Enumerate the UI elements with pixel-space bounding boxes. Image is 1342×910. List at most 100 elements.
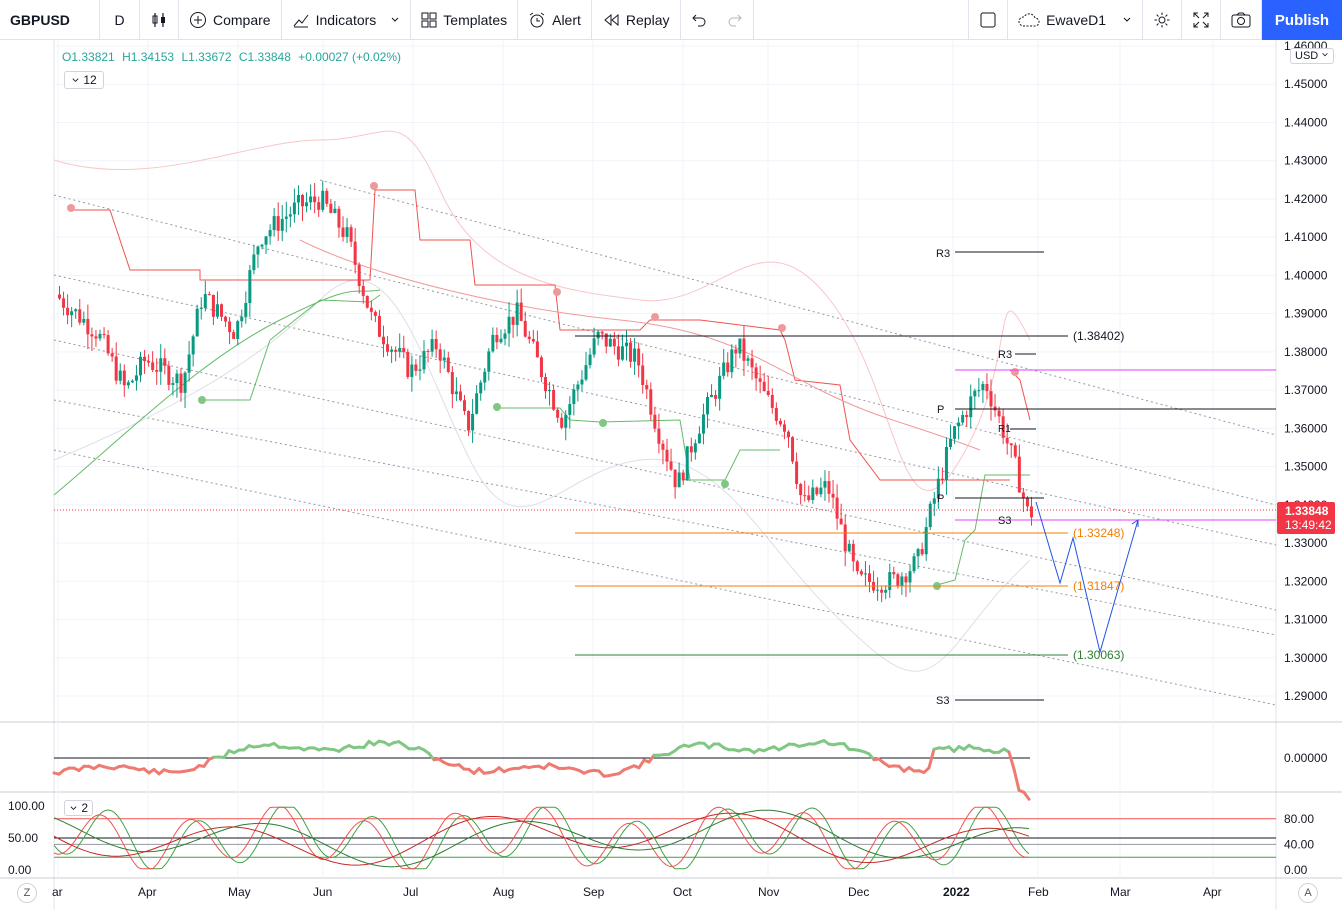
osc1-segment (637, 758, 646, 770)
stop-marker-dot (721, 480, 729, 488)
candle-body (539, 357, 543, 378)
gear-icon (1154, 12, 1170, 28)
zoom-toggle-button[interactable]: Z (17, 883, 37, 903)
chart-area[interactable]: 1.46000 1.45000 1.44000 1.43000 1.42000 1.410… (0, 40, 1342, 910)
candle-body (584, 365, 588, 380)
candle-body (556, 409, 560, 418)
time-tick-label: Dec (848, 885, 869, 899)
candle-body (179, 373, 183, 393)
candle-body (94, 336, 98, 339)
candles-group (58, 180, 1033, 603)
candle-body (58, 294, 61, 299)
publish-button[interactable]: Publish (1262, 0, 1342, 40)
price-tick-label: 1.45000 (1284, 77, 1328, 91)
candle-body (341, 227, 345, 237)
projection-path (1035, 501, 1139, 654)
candle-body (863, 573, 867, 575)
candle-body (1001, 416, 1005, 438)
layout-name-button[interactable]: EwaveD1 (1008, 0, 1143, 40)
time-tick-label: Oct (673, 885, 692, 899)
candle-body (912, 556, 916, 572)
candle-body (386, 344, 390, 352)
settings-button[interactable] (1143, 0, 1182, 40)
candle-body (738, 338, 742, 354)
candle-body (329, 203, 333, 213)
candle-body (305, 202, 309, 207)
top-toolbar: GBPUSD D Compare Indicators Templates Al… (0, 0, 1342, 40)
candle-body (495, 334, 499, 343)
interval-button[interactable]: D (100, 0, 140, 40)
trail-line-green-3 (936, 474, 1030, 586)
candle-body (949, 438, 952, 447)
templates-button[interactable]: Templates (411, 0, 519, 40)
legend-open: O1.33821 (62, 50, 115, 64)
replay-button[interactable]: Replay (592, 0, 681, 40)
last-price-tag (1277, 502, 1335, 534)
candle-body (900, 576, 904, 586)
fullscreen-button[interactable] (1182, 0, 1221, 40)
auto-scale-button[interactable]: A (1298, 883, 1318, 903)
candle-body (681, 472, 685, 481)
candle-body (665, 449, 669, 462)
time-tick-label: Sep (583, 885, 605, 899)
candle-body (256, 246, 260, 255)
candle-body (118, 370, 122, 381)
stop-line-red (70, 189, 1010, 481)
currency-select[interactable]: USD (1290, 48, 1335, 64)
compare-label: Compare (213, 11, 271, 28)
price-tick-label: 1.33000 (1284, 536, 1328, 550)
candle-body (220, 304, 223, 317)
candle-body (847, 543, 851, 552)
chevron-down-icon (1123, 17, 1131, 22)
redo-button[interactable] (717, 0, 754, 40)
candle-body (503, 333, 507, 339)
candle-body (973, 390, 977, 397)
undo-button[interactable] (681, 0, 717, 40)
candle-body (669, 461, 673, 470)
indicators-collapse-toggle[interactable]: 12 (64, 71, 104, 89)
candle-body (685, 446, 689, 481)
candle-body (345, 227, 349, 237)
candle-body (102, 333, 106, 336)
indicators-icon (293, 14, 308, 27)
time-tick-label: Apr (138, 885, 157, 899)
osc-collapse-toggle[interactable]: 2 (64, 800, 94, 816)
candle-body (791, 437, 795, 462)
candle-body (823, 481, 827, 488)
candle-body (661, 443, 665, 450)
indicators-label: Indicators (315, 11, 377, 28)
templates-label: Templates (443, 11, 508, 28)
price-tick-label: 1.39000 (1284, 307, 1328, 321)
candle-body (90, 334, 94, 337)
candle-body (726, 362, 730, 373)
chevron-down-icon (1322, 53, 1328, 57)
cloud-icon (1018, 13, 1040, 27)
snapshot-button[interactable] (1221, 0, 1262, 40)
indicators-button[interactable]: Indicators (282, 0, 412, 40)
candle-body (260, 244, 264, 247)
candle-body (280, 218, 284, 231)
candle-body (519, 302, 523, 321)
candle-body (187, 354, 191, 373)
osc-count: 2 (81, 801, 89, 815)
candle-body (580, 379, 584, 385)
layout-select-button[interactable] (968, 0, 1009, 40)
toolbar-right: EwaveD1 (968, 0, 1262, 40)
candle-body (106, 335, 110, 354)
osc2-fast-k-line (53, 806, 1030, 870)
indicators-count: 12 (83, 73, 97, 87)
candle-body (908, 571, 912, 583)
candle-body (827, 481, 831, 494)
candle-body (446, 357, 450, 372)
alert-button[interactable]: Alert (518, 0, 592, 40)
price-tick-label: 1.41000 (1284, 230, 1328, 244)
candle-body (272, 216, 276, 231)
chart-type-button[interactable] (140, 0, 179, 40)
candle-body (365, 295, 369, 308)
level-label: (1.33248) (1073, 526, 1124, 540)
candle-body (795, 461, 799, 485)
symbol-search[interactable]: GBPUSD (0, 0, 100, 40)
compare-button[interactable]: Compare (179, 0, 282, 40)
chart-canvas[interactable]: 1.460001.450001.440001.430001.420001.410… (0, 40, 1342, 910)
time-tick-label: ar (52, 885, 63, 899)
